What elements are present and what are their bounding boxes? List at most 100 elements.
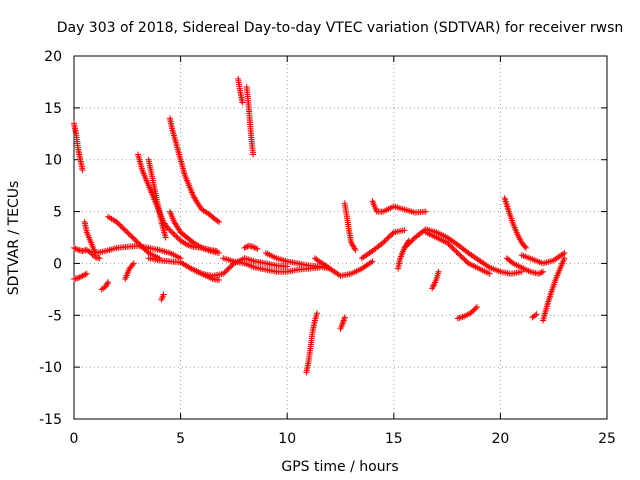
data-point-marker — [325, 264, 332, 271]
data-point-marker — [215, 218, 222, 225]
data-point-marker — [122, 228, 129, 235]
data-point-marker — [214, 217, 221, 224]
data-point-marker — [121, 226, 128, 233]
data-point-marker — [351, 245, 358, 252]
data-point-marker — [128, 233, 135, 240]
data-point-marker — [75, 274, 82, 281]
data-point-marker — [142, 247, 149, 254]
data-point-marker — [71, 244, 77, 251]
data-point-marker — [222, 268, 229, 275]
data-point-marker — [78, 273, 85, 280]
y-tick-label: -10 — [39, 360, 62, 376]
data-point-marker — [535, 270, 542, 277]
data-point-marker — [167, 227, 174, 234]
data-point-marker — [352, 246, 359, 253]
data-point-marker — [254, 245, 261, 252]
data-point-marker — [540, 268, 547, 275]
x-tick-label: 15 — [385, 431, 403, 447]
data-point-marker — [215, 277, 222, 284]
data-point-marker — [140, 244, 147, 251]
data-point-marker — [137, 242, 144, 249]
data-point-marker — [384, 235, 391, 242]
x-tick-label: 10 — [278, 431, 296, 447]
data-point-marker — [160, 291, 167, 298]
data-point-marker — [76, 274, 83, 281]
data-point-marker — [72, 245, 79, 252]
data-point-marker — [171, 232, 178, 239]
data-point-marker — [561, 255, 568, 262]
y-tick-label: -5 — [48, 308, 62, 324]
data-point-marker — [430, 282, 437, 289]
data-point-marker — [456, 251, 463, 258]
data-point-marker — [125, 230, 132, 237]
data-point-marker — [449, 244, 456, 251]
data-point-marker — [96, 255, 103, 262]
data-point-marker — [473, 303, 480, 310]
data-point-marker — [116, 221, 123, 228]
data-point-marker — [124, 229, 131, 236]
data-point-marker — [251, 244, 258, 251]
data-point-marker — [130, 235, 137, 242]
data-point-marker — [458, 253, 465, 260]
data-point-marker — [252, 245, 259, 252]
data-point-marker — [382, 237, 389, 244]
data-point-marker — [134, 239, 141, 246]
data-point-marker — [460, 255, 467, 262]
y-tick-label: -15 — [39, 412, 62, 428]
data-point-marker — [456, 314, 463, 321]
data-point-marker — [464, 259, 471, 266]
data-point-marker — [326, 265, 333, 272]
data-point-marker — [193, 198, 200, 205]
data-point-marker — [444, 239, 451, 246]
data-point-marker — [221, 269, 228, 276]
data-point-marker — [561, 250, 568, 257]
x-tick-label: 0 — [70, 431, 79, 447]
data-point-marker — [406, 239, 413, 246]
data-point-marker — [401, 227, 408, 234]
data-point-marker — [133, 238, 140, 245]
data-point-marker — [169, 229, 176, 236]
data-point-marker — [226, 264, 233, 271]
data-point-marker — [462, 257, 469, 264]
data-point-marker — [422, 208, 429, 215]
y-tick-label: 20 — [44, 49, 62, 65]
data-point-marker — [429, 283, 436, 290]
data-point-marker — [224, 266, 231, 273]
data-point-marker — [164, 225, 171, 232]
data-point-marker — [129, 261, 136, 268]
data-point-marker — [472, 305, 479, 312]
data-point-marker — [176, 236, 183, 243]
data-point-marker — [408, 238, 415, 245]
data-point-marker — [225, 265, 232, 272]
data-point-marker — [401, 244, 408, 251]
data-point-marker — [532, 312, 539, 319]
data-point-marker — [314, 257, 321, 264]
data-point-marker — [170, 230, 177, 237]
data-point-marker — [83, 270, 90, 277]
data-point-marker — [284, 263, 291, 270]
data-point-marker — [228, 263, 235, 270]
data-point-marker — [82, 271, 89, 278]
y-tick-label: 10 — [44, 153, 62, 169]
data-point-marker — [79, 167, 86, 174]
data-point-marker — [102, 283, 109, 290]
data-point-marker — [174, 234, 181, 241]
y-tick-label: 15 — [44, 101, 62, 117]
data-point-marker — [381, 238, 388, 245]
data-point-marker — [120, 225, 127, 232]
data-point-marker — [461, 256, 468, 263]
y-tick-label: 0 — [53, 256, 62, 272]
data-markers — [71, 75, 568, 376]
data-point-marker — [457, 252, 464, 259]
data-point-marker — [521, 243, 528, 250]
data-point-marker — [130, 260, 137, 267]
data-point-marker — [454, 250, 461, 257]
data-point-marker — [144, 248, 151, 255]
data-point-marker — [89, 251, 96, 258]
data-point-marker — [117, 222, 124, 229]
data-point-marker — [73, 246, 80, 253]
data-point-marker — [118, 224, 125, 231]
data-point-marker — [404, 242, 411, 249]
data-point-marker — [435, 268, 442, 275]
